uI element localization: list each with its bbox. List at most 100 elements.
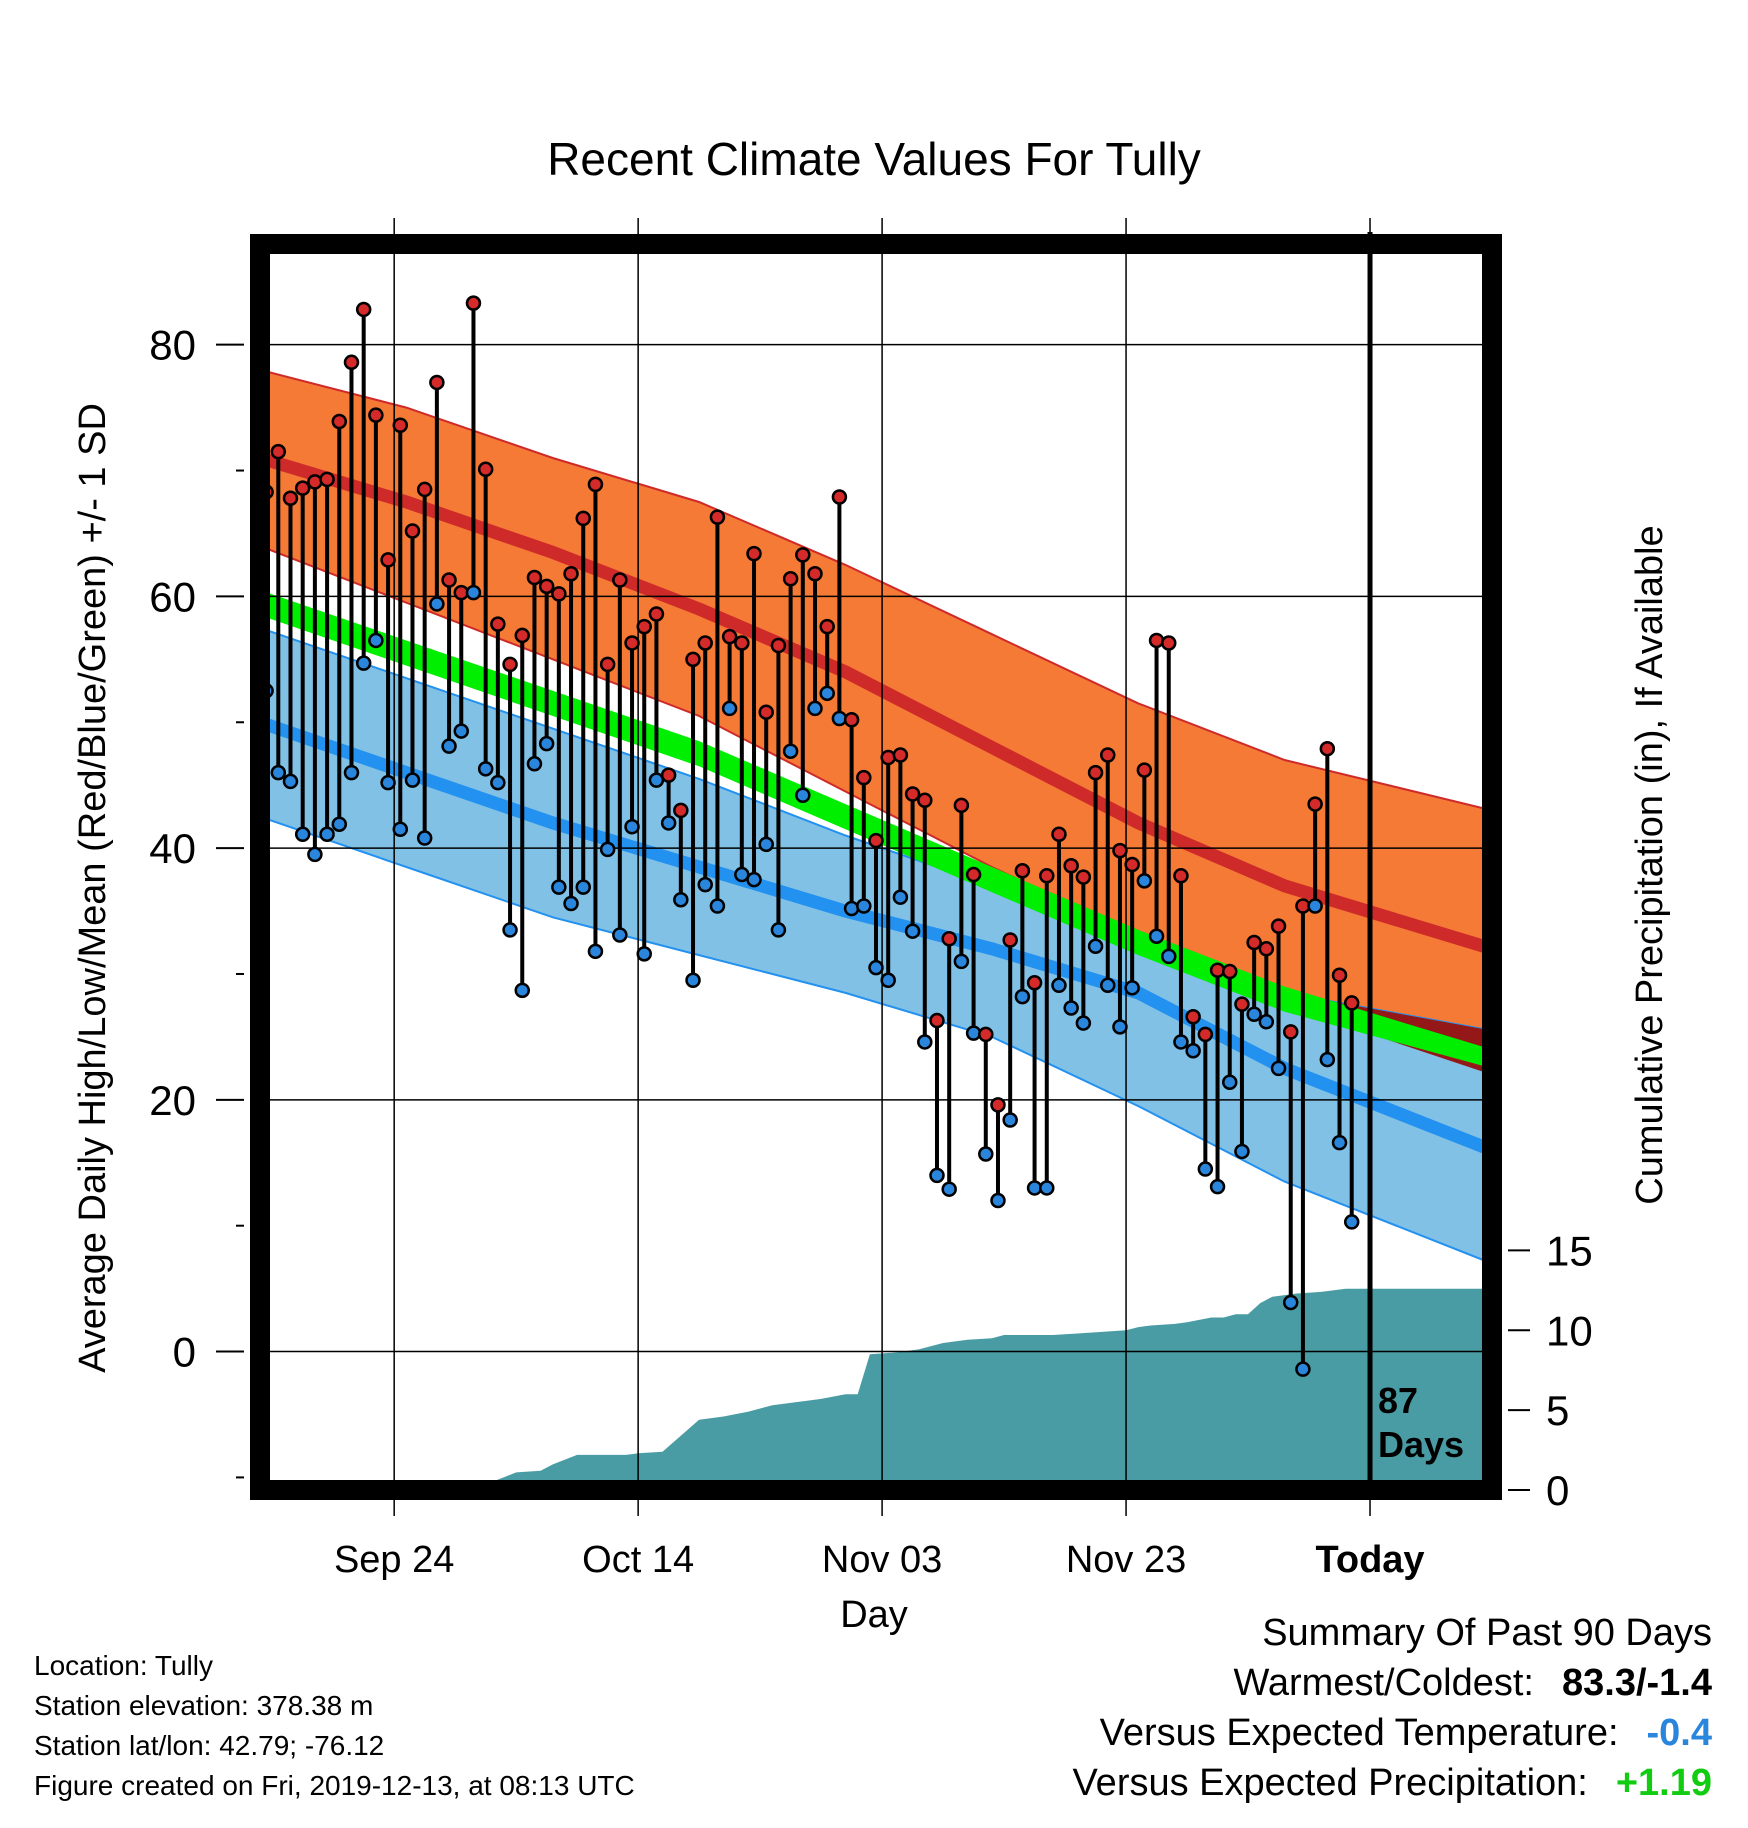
high-point (1136, 762, 1153, 778)
high-point (831, 489, 848, 505)
low-point (1136, 873, 1153, 889)
high-point (1282, 1024, 1299, 1040)
low-point (917, 1034, 933, 1050)
low-point (1100, 977, 1116, 994)
high-point (1331, 967, 1348, 983)
high-point (965, 866, 982, 883)
low-point (831, 710, 848, 727)
x-axis-label: Day (840, 1594, 908, 1636)
low-point (343, 764, 360, 781)
high-point (648, 606, 665, 622)
low-point (1148, 928, 1165, 944)
high-point (1087, 764, 1104, 781)
high-point (563, 565, 579, 582)
low-point (1063, 1000, 1079, 1016)
low-point (380, 774, 396, 791)
y2-tick-label: 5 (1546, 1387, 1569, 1434)
low-point (856, 898, 872, 914)
high-point (978, 1026, 994, 1043)
high-point (1148, 632, 1165, 649)
high-point (709, 509, 726, 525)
y2-axis-label: Cumulative Precipitation (in), If Availa… (1629, 525, 1671, 1204)
summary-label: Warmest/Coldest: (1233, 1662, 1534, 1704)
summary-label: Versus Expected Precipitation: (1072, 1762, 1588, 1804)
high-point (1100, 747, 1116, 763)
summary-value: 83.3/-1.4 (1562, 1662, 1712, 1704)
summary-label: Versus Expected Temperature: (1099, 1712, 1619, 1754)
high-point (1258, 941, 1275, 957)
low-point (465, 584, 482, 601)
low-point (978, 1146, 994, 1162)
high-point (1319, 740, 1336, 757)
high-point (673, 802, 689, 819)
low-point (795, 787, 811, 804)
high-point (734, 635, 750, 651)
high-point (1209, 962, 1226, 978)
x-tick-label: Oct 14 (582, 1539, 694, 1581)
high-normal-band (260, 368, 1492, 1076)
low-point (331, 816, 348, 832)
low-point (319, 826, 335, 843)
low-point (1319, 1051, 1336, 1068)
high-point (343, 354, 360, 371)
low-point (709, 898, 726, 914)
low-point (429, 596, 445, 612)
info-latlon: Station lat/lon: 42.79; -76.12 (34, 1730, 385, 1761)
mean-normal-band (260, 590, 1492, 1069)
high-point (843, 711, 860, 728)
high-point (416, 481, 433, 498)
high-point (624, 635, 640, 651)
low-point (282, 773, 299, 790)
high-point (868, 832, 884, 849)
low-point (1124, 980, 1140, 996)
info-elevation: Station elevation: 378.38 m (34, 1690, 374, 1721)
high-point (685, 651, 701, 668)
high-point (1307, 796, 1323, 812)
x-tick-label: Nov 03 (822, 1539, 942, 1581)
low-point (1270, 1060, 1287, 1077)
high-point (538, 578, 555, 595)
high-point (490, 616, 506, 632)
low-point (1282, 1294, 1299, 1311)
high-point (1246, 934, 1262, 951)
high-point (941, 930, 957, 947)
high-point (1063, 857, 1079, 874)
high-point (1075, 869, 1092, 885)
summary-row-warmest: Warmest/Coldest: 83.3/-1.4 (1233, 1664, 1712, 1702)
y-tick-label: 20 (149, 1077, 196, 1124)
low-point (392, 821, 409, 837)
low-point (636, 946, 652, 962)
y2-tick-label: 0 (1546, 1467, 1569, 1514)
low-point (1258, 1014, 1275, 1030)
high-point (746, 545, 762, 562)
high-point (441, 572, 457, 588)
low-point (697, 876, 713, 893)
high-point (355, 301, 372, 318)
summary-value: +1.19 (1615, 1762, 1712, 1804)
high-point (917, 792, 933, 809)
low-point (575, 879, 591, 895)
high-point (770, 637, 787, 654)
low-point (270, 764, 287, 781)
low-point (929, 1167, 945, 1184)
low-point (355, 655, 372, 671)
y-tick-label: 0 (173, 1329, 196, 1376)
high-point (782, 571, 799, 587)
x-tick-label: Sep 24 (334, 1539, 454, 1581)
high-point (380, 552, 396, 568)
high-point (1002, 932, 1018, 948)
high-point (1051, 826, 1067, 843)
high-point (892, 747, 909, 763)
low-point (1295, 1361, 1311, 1377)
high-point (587, 476, 604, 493)
high-point (404, 523, 421, 539)
low-point (307, 846, 323, 863)
high-point (1161, 635, 1177, 651)
high-point (1343, 995, 1360, 1011)
low-point (1014, 988, 1031, 1005)
low-point (660, 815, 677, 831)
low-point (1002, 1112, 1018, 1128)
low-point (892, 889, 909, 905)
high-point (1026, 975, 1043, 991)
low-point (807, 700, 823, 717)
